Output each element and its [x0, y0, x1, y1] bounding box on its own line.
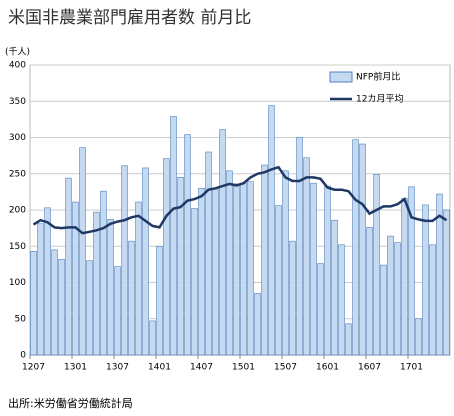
- bar: [310, 182, 317, 356]
- legend-label: NFP前月比: [356, 71, 400, 83]
- bar: [177, 177, 184, 356]
- x-tick-label: 1507: [274, 363, 297, 373]
- legend-label: 12カ月平均: [356, 93, 403, 105]
- bar: [44, 207, 51, 356]
- bar: [282, 170, 289, 356]
- x-tick-label: 1701: [400, 363, 423, 373]
- bar: [373, 174, 380, 356]
- bar: [135, 201, 142, 356]
- bar: [100, 190, 107, 356]
- bar: [219, 129, 226, 356]
- bar: [30, 251, 37, 356]
- x-tick-label: 1501: [232, 363, 255, 373]
- x-tick-label: 1307: [106, 363, 129, 373]
- x-tick-label: 1407: [190, 363, 213, 373]
- x-tick-label: 1601: [316, 363, 339, 373]
- bar: [317, 263, 324, 356]
- legend-swatch: [329, 71, 353, 83]
- bar: [65, 177, 72, 356]
- bar: [233, 183, 240, 356]
- bar: [149, 320, 156, 356]
- bar: [86, 260, 93, 356]
- y-axis-label: (千人): [5, 47, 30, 58]
- bar: [170, 116, 177, 356]
- bar: [163, 158, 170, 356]
- bar: [443, 209, 450, 356]
- bar: [37, 223, 44, 356]
- bar: [128, 240, 135, 356]
- bar: [268, 105, 275, 356]
- bar: [380, 264, 387, 356]
- bar: [338, 244, 345, 356]
- x-tick-label: 1301: [64, 363, 87, 373]
- y-tick-label: 200: [9, 206, 26, 216]
- x-tick-label: 1607: [358, 363, 381, 373]
- bar: [261, 164, 268, 356]
- bar: [58, 258, 65, 356]
- chart-title: 米国非農業部門雇用者数 前月比: [8, 8, 251, 28]
- x-tick-label: 1207: [22, 363, 45, 373]
- bar: [191, 208, 198, 356]
- bar: [387, 235, 394, 356]
- source: 出所:米労働省労働統計局: [8, 396, 133, 410]
- y-tick-label: 0: [20, 351, 26, 361]
- bar: [142, 167, 149, 356]
- bar: [51, 249, 58, 356]
- y-tick-label: 300: [9, 133, 26, 143]
- bar: [212, 188, 219, 356]
- y-tick-label: 400: [9, 61, 26, 71]
- y-tick-label: 250: [9, 169, 26, 179]
- bar: [184, 134, 191, 356]
- bar: [436, 193, 443, 356]
- bar: [226, 170, 233, 356]
- bar: [198, 187, 205, 356]
- bar: [93, 211, 100, 356]
- y-tick-label: 150: [9, 242, 26, 252]
- bar: [345, 323, 352, 356]
- bar: [422, 204, 429, 356]
- bar: [303, 157, 310, 356]
- line: [32, 165, 448, 235]
- y-tick-label: 100: [9, 278, 26, 288]
- bar: [359, 143, 366, 356]
- bar: [121, 165, 128, 356]
- bar: [366, 227, 373, 356]
- bar: [114, 266, 121, 356]
- y-tick-label: 50: [15, 314, 27, 324]
- bar: [324, 185, 331, 356]
- bar: [240, 182, 247, 356]
- bar: [79, 147, 86, 356]
- bar: [107, 219, 114, 356]
- x-tick-label: 1401: [148, 363, 171, 373]
- bar: [415, 318, 422, 356]
- bar: [156, 245, 163, 356]
- bar: [254, 293, 261, 356]
- bar: [72, 201, 79, 356]
- bar: [394, 242, 401, 356]
- y-tick-label: 350: [9, 97, 26, 107]
- bar: [401, 198, 408, 356]
- bar: [275, 205, 282, 356]
- bar: [247, 181, 254, 356]
- bar: [429, 244, 436, 356]
- bar: [289, 240, 296, 356]
- bar: [331, 219, 338, 356]
- bar: [205, 151, 212, 356]
- bar: [408, 186, 415, 356]
- bar: [352, 139, 359, 356]
- bar: [296, 137, 303, 356]
